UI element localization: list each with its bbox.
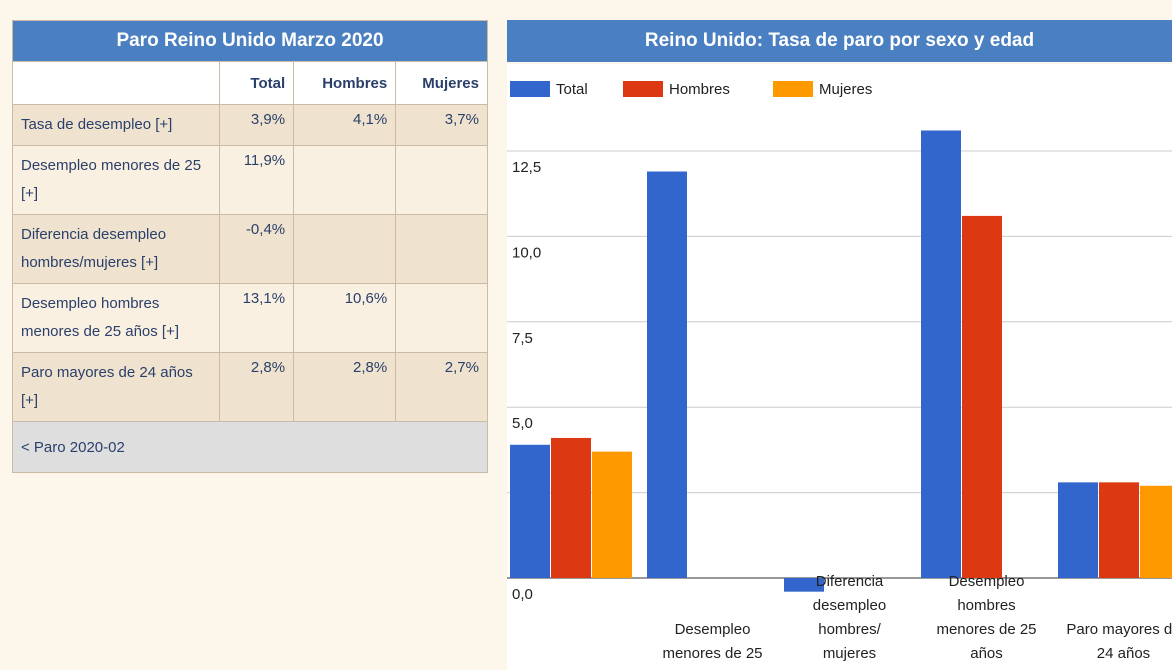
table-title: Paro Reino Unido Marzo 2020: [12, 20, 488, 62]
bar: [1058, 482, 1098, 579]
y-tick-label: 10,0: [512, 244, 541, 261]
legend-swatch: [773, 81, 813, 97]
table-cell: Diferencia desempleo hombres/mujeres [+]: [12, 214, 220, 284]
table-cell: [293, 145, 397, 215]
header-cell: Hombres: [293, 61, 397, 105]
x-tick-label: Paro mayores de 24 años: [1066, 621, 1172, 662]
bar: [784, 578, 824, 592]
bar: [1140, 485, 1172, 579]
legend-swatch: [623, 81, 663, 97]
table-cell: 2,8%: [293, 352, 397, 422]
legend-label: Total: [556, 81, 588, 98]
table-cell: 4,1%: [293, 104, 397, 146]
table-cell: 2,7%: [395, 352, 488, 422]
header-cell: Mujeres: [395, 61, 488, 105]
bar: [647, 171, 687, 579]
table-row: Diferencia desempleo hombres/mujeres [+]…: [12, 214, 488, 284]
footer-row: < Paro 2020-02: [12, 421, 488, 473]
table-row: Tasa de desempleo [+] 3,9% 4,1% 3,7%: [12, 104, 488, 146]
table-cell: Paro mayores de 24 años [+]: [12, 352, 220, 422]
table-cell: Desempleo menores de 25 [+]: [12, 145, 220, 215]
bar: [592, 451, 632, 579]
table-cell: 2,8%: [218, 352, 295, 422]
bar: [962, 215, 1002, 579]
table-cell: [395, 214, 488, 284]
x-tick-label: Desempleo hombres menores de 25 años: [936, 573, 1037, 662]
bar: [1099, 482, 1139, 579]
table-cell: [395, 283, 488, 353]
x-tick-label: Diferencia desempleo hombres/ mujeres: [812, 573, 887, 662]
bar: [921, 130, 961, 579]
chart-title: Reino Unido: Tasa de paro por sexo y eda…: [507, 20, 1172, 62]
title-row: Paro Reino Unido Marzo 2020: [12, 20, 488, 62]
table-row: Desempleo menores de 25 [+] 11,9%: [12, 145, 488, 215]
table-row: Paro mayores de 24 años [+] 2,8% 2,8% 2,7%: [12, 352, 488, 422]
table-cell: 10,6%: [293, 283, 397, 353]
table-cell: Desempleo hombres menores de 25 años [+]: [12, 283, 220, 353]
table-row: Desempleo hombres menores de 25 años [+]…: [12, 283, 488, 353]
table-cell: [395, 145, 488, 215]
data-table: Paro Reino Unido Marzo 2020 Total Hombres M…: [12, 20, 488, 473]
header-row: Total Hombres Mujeres: [12, 61, 488, 105]
x-tick-label: Desempleo menores de 25: [662, 621, 763, 662]
table-cell: Tasa de desempleo [+]: [12, 104, 220, 146]
table-cell: 11,9%: [218, 145, 295, 215]
table-cell: 3,9%: [218, 104, 295, 146]
legend-swatch: [510, 81, 550, 97]
table-cell: -0,4%: [218, 214, 295, 284]
table-cell: 3,7%: [395, 104, 488, 146]
legend-label: Mujeres: [819, 81, 872, 98]
y-tick-label: 7,5: [512, 330, 533, 347]
legend-label: Hombres: [669, 81, 730, 98]
y-tick-label: 5,0: [512, 415, 533, 432]
y-tick-label: 12,5: [512, 159, 541, 176]
y-tick-label: 0,0: [512, 586, 533, 603]
table-cell: [293, 214, 397, 284]
table-cell: 13,1%: [218, 283, 295, 353]
bar: [510, 444, 550, 579]
bar: [551, 437, 591, 579]
header-cell: Total: [218, 61, 295, 105]
footer-link[interactable]: < Paro 2020-02: [12, 421, 488, 473]
